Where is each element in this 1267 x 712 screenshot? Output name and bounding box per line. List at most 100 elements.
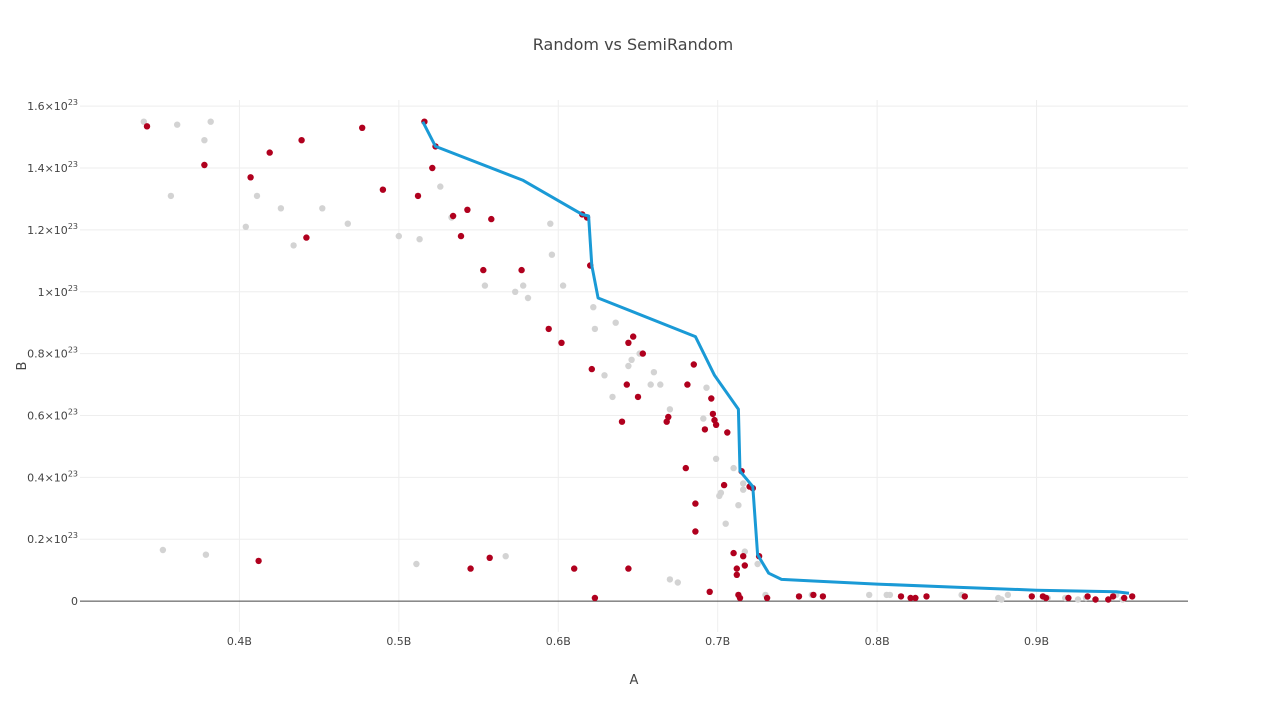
data-point	[1084, 593, 1091, 600]
data-point	[866, 591, 873, 599]
data-point	[253, 192, 261, 200]
data-point	[912, 594, 919, 602]
data-point	[591, 594, 599, 602]
y-tick-label: 1.6×1023	[27, 98, 78, 113]
x-tick-label: 0.6B	[546, 635, 571, 648]
data-point	[923, 593, 930, 600]
data-point	[488, 215, 495, 223]
data-point	[303, 234, 310, 241]
data-point	[684, 381, 691, 388]
y-tick-label: 0.2×1023	[27, 531, 78, 546]
data-point	[886, 591, 894, 599]
data-point	[618, 418, 626, 425]
data-point	[735, 502, 742, 509]
y-tick-label: 1×1023	[38, 284, 78, 299]
data-point	[588, 365, 595, 373]
x-tick-label: 0.8B	[865, 635, 890, 648]
data-point	[692, 528, 699, 535]
data-point	[437, 183, 444, 190]
data-point	[1042, 594, 1050, 602]
data-point	[547, 220, 554, 227]
series-line	[421, 121, 1130, 595]
data-point	[319, 205, 326, 212]
data-point	[733, 565, 740, 572]
data-point	[639, 350, 646, 357]
data-point	[395, 232, 402, 240]
data-point	[464, 206, 471, 213]
data-point	[290, 242, 297, 249]
data-point	[1121, 594, 1128, 602]
data-point	[590, 304, 597, 311]
data-point	[961, 593, 968, 600]
data-point	[1065, 594, 1072, 602]
data-point	[907, 594, 914, 602]
data-point	[277, 205, 285, 212]
data-point	[242, 223, 249, 230]
data-point	[720, 481, 728, 489]
data-point	[682, 464, 689, 472]
data-point	[524, 294, 532, 302]
data-point	[1105, 596, 1112, 603]
grid	[80, 100, 1188, 632]
x-tick-label: 0.7B	[705, 635, 730, 648]
data-point	[502, 553, 509, 560]
data-point	[724, 429, 731, 436]
data-point	[650, 369, 658, 376]
data-point	[379, 186, 387, 193]
y-tick-label: 1.2×1023	[27, 222, 78, 237]
data-point	[1004, 591, 1012, 599]
data-point	[819, 593, 827, 600]
x-tick-label: 0.4B	[227, 635, 252, 648]
data-point	[612, 319, 619, 326]
data-point	[690, 361, 697, 368]
data-point	[1109, 593, 1117, 600]
data-point	[730, 549, 737, 557]
data-point	[625, 339, 632, 346]
data-point	[712, 421, 720, 428]
data-point	[703, 384, 710, 391]
data-point	[159, 546, 167, 554]
data-point	[692, 500, 699, 507]
data-point	[518, 266, 525, 274]
data-point	[666, 576, 674, 583]
data-point	[429, 164, 436, 172]
data-point	[709, 410, 717, 418]
data-point	[706, 588, 713, 595]
x-tick-labels: 0.4B 0.5B 0.6B 0.7B 0.8B 0.9B	[227, 635, 1049, 648]
data-point	[174, 121, 181, 128]
data-point	[591, 325, 599, 333]
data-point	[795, 593, 803, 600]
data-point	[722, 520, 729, 527]
data-point	[449, 212, 457, 220]
data-point	[545, 325, 552, 333]
data-point	[140, 118, 147, 125]
data-point	[1028, 593, 1036, 600]
data-point	[266, 149, 273, 156]
data-point	[1129, 593, 1136, 600]
data-point	[520, 282, 527, 289]
data-point	[480, 266, 487, 274]
data-point	[467, 565, 474, 572]
data-point	[416, 236, 423, 243]
data-point	[717, 489, 725, 496]
data-point	[601, 372, 608, 379]
data-point	[609, 393, 616, 401]
data-point	[413, 560, 420, 568]
data-point	[201, 161, 208, 169]
data-point	[1092, 596, 1099, 603]
y-tick-labels: 0 0.2×1023 0.4×1023 0.6×1023 0.8×1023 1×1023 1…	[27, 98, 78, 608]
data-point	[623, 381, 630, 388]
data-point	[647, 381, 654, 388]
data-point	[708, 395, 715, 402]
data-point	[207, 118, 214, 125]
data-point	[512, 288, 519, 295]
data-point	[700, 415, 707, 422]
y-tick-label: 0.6×1023	[27, 407, 78, 422]
data-point	[414, 192, 422, 200]
data-point	[202, 551, 210, 558]
data-point	[457, 232, 465, 240]
data-point	[740, 553, 747, 560]
data-point	[359, 124, 366, 131]
data-point	[998, 596, 1005, 603]
